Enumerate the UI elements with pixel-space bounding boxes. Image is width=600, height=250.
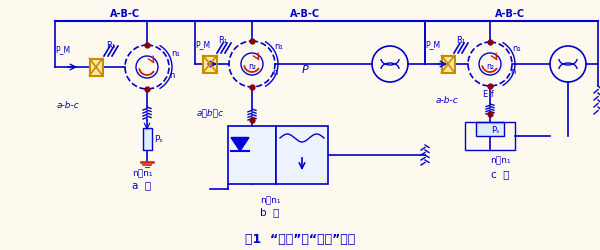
Text: A-B-C: A-B-C (110, 9, 140, 19)
Text: a－b－c: a－b－c (197, 108, 224, 116)
Text: n₂: n₂ (248, 62, 256, 71)
Text: n＜n₁: n＜n₁ (132, 168, 152, 177)
Text: a-b-c: a-b-c (56, 101, 79, 110)
Text: P_M: P_M (55, 45, 70, 54)
Text: P_M: P_M (425, 40, 440, 49)
Bar (89, 59, 103, 76)
Text: R₁: R₁ (106, 41, 115, 50)
Bar (476, 122, 504, 136)
Text: b  ）: b ） (260, 206, 280, 216)
Polygon shape (231, 138, 249, 151)
Text: Pₛ: Pₛ (154, 135, 163, 144)
Text: n＜n₁: n＜n₁ (260, 195, 280, 204)
Text: A-B-C: A-B-C (290, 9, 320, 19)
Text: n: n (169, 71, 175, 80)
Text: a-b-c: a-b-c (436, 96, 458, 104)
Bar (203, 56, 217, 73)
Text: c  ）: c ） (491, 168, 509, 178)
Bar (442, 56, 455, 73)
Bar (228, 126, 276, 184)
Text: n＞n₁: n＞n₁ (490, 156, 510, 164)
Text: a  ）: a ） (133, 179, 152, 189)
Text: n: n (510, 67, 515, 76)
Text: 图1  “单馈”与“双馈”电机: 图1 “单馈”与“双馈”电机 (245, 232, 355, 245)
Text: n₂: n₂ (486, 62, 494, 71)
Bar (143, 128, 152, 150)
Text: P_M: P_M (195, 40, 210, 49)
Text: E f: E f (482, 90, 493, 98)
Text: P: P (302, 65, 308, 75)
Bar (276, 126, 328, 184)
Bar (465, 122, 515, 150)
Text: n: n (272, 68, 277, 77)
Text: R₁: R₁ (218, 36, 227, 45)
Text: R₁: R₁ (456, 36, 465, 45)
Text: n₁: n₁ (274, 42, 283, 51)
Text: n₁: n₁ (512, 44, 521, 53)
Text: A-B-C: A-B-C (495, 9, 525, 19)
Text: Pₛ: Pₛ (491, 126, 499, 135)
Text: n₁: n₁ (171, 49, 180, 58)
